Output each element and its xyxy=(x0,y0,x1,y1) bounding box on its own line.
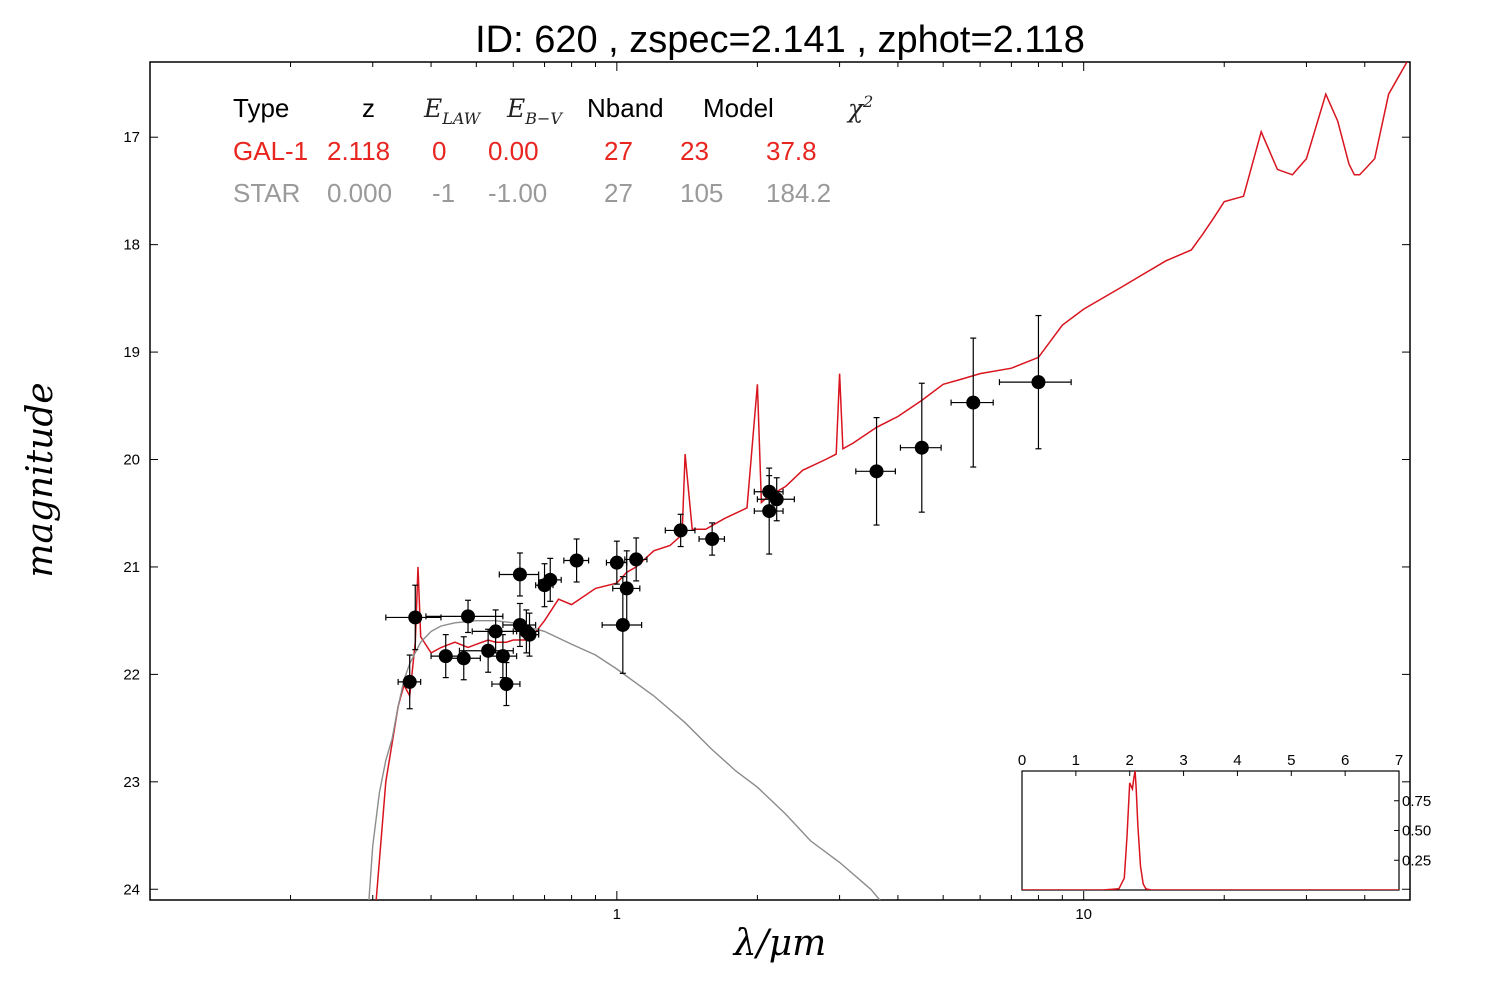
photometry-point xyxy=(487,634,518,679)
photometry-point xyxy=(899,382,942,513)
legend-cell: 0 xyxy=(432,136,446,166)
legend-header-elaw: ELAW xyxy=(423,94,482,128)
photometry-point xyxy=(425,599,504,634)
legend-header-z: z xyxy=(362,93,375,123)
legend-header-nband: Nband xyxy=(587,93,664,123)
photometry-point xyxy=(491,661,521,707)
photometry-point xyxy=(519,612,540,657)
inset-x-tick-label: 5 xyxy=(1287,752,1295,769)
legend-cell: -1 xyxy=(432,178,455,208)
legend-cell: 27 xyxy=(604,136,633,166)
photometry-point xyxy=(698,522,726,556)
legend-header-ebv: EB−V xyxy=(506,94,563,128)
inset-x-tick-label: 3 xyxy=(1179,752,1187,769)
chart-title: ID: 620 , zspec=2.141 , zphot=2.118 xyxy=(475,19,1085,61)
inset-x-tick-label: 7 xyxy=(1395,752,1403,769)
y-tick-label: 24 xyxy=(123,881,140,898)
star-model-line xyxy=(368,620,881,900)
inset-frame xyxy=(1021,770,1400,891)
data-points xyxy=(385,314,1072,710)
legend-header-type: Type xyxy=(233,93,289,123)
fit-legend: Type z ELAW EB−V Nband Model χ2 GAL-1 2.1… xyxy=(233,92,873,208)
legend-cell: 27 xyxy=(604,178,633,208)
y-tick-label: 20 xyxy=(123,452,140,469)
photometry-point xyxy=(950,337,994,468)
legend-header-model: Model xyxy=(703,93,774,123)
legend-cell: STAR xyxy=(233,178,300,208)
legend-header-chi2: χ2 xyxy=(846,92,873,123)
photometry-point xyxy=(563,538,590,583)
inset-x-tick-label: 2 xyxy=(1126,752,1134,769)
legend-cell: 23 xyxy=(680,136,709,166)
legend-cell: 37.8 xyxy=(766,136,817,166)
photometry-point xyxy=(471,609,518,654)
photometry-point xyxy=(538,557,562,602)
y-tick-label: 18 xyxy=(123,237,140,254)
pdz-inset: 0 1 2 3 4 5 6 7 0.25 0.50 0.75 xyxy=(1018,752,1431,891)
inset-x-tick-label: 0 xyxy=(1018,752,1026,769)
photometry-point xyxy=(498,552,540,597)
x-tick-label: 10 xyxy=(1075,906,1092,923)
x-axis-label: λ/μm xyxy=(732,923,826,964)
photometry-point xyxy=(753,467,784,555)
y-tick-label: 21 xyxy=(123,559,140,576)
legend-cell: 184.2 xyxy=(766,178,831,208)
legend-cell: 0.000 xyxy=(327,178,392,208)
y-tick-label: 23 xyxy=(123,774,140,791)
legend-cell: 0.00 xyxy=(488,136,539,166)
galaxy-model-line xyxy=(375,62,1408,900)
photometry-point xyxy=(624,537,648,582)
inset-x-tick-label: 1 xyxy=(1072,752,1080,769)
photometry-point xyxy=(601,576,643,674)
plot-frame xyxy=(149,61,1411,901)
inset-x-tick-label: 6 xyxy=(1341,752,1349,769)
legend-cell: -1.00 xyxy=(488,178,547,208)
photometry-point xyxy=(756,477,795,522)
inset-y-tick-label: 0.50 xyxy=(1402,823,1431,840)
photometry-point xyxy=(664,513,696,548)
legend-cell: 2.118 xyxy=(327,136,390,166)
inset-x-tick-label: 4 xyxy=(1233,752,1241,769)
pdz-line xyxy=(1022,771,1399,890)
inset-y-tick-label: 0.75 xyxy=(1402,793,1431,810)
x-tick-label: 1 xyxy=(613,906,621,923)
y-tick-label: 17 xyxy=(123,129,140,146)
y-axis-label: magnitude xyxy=(20,382,61,577)
photometry-point xyxy=(998,314,1072,450)
photometry-point xyxy=(855,417,896,526)
photometry-point xyxy=(385,584,442,651)
photometry-point xyxy=(612,550,641,627)
x-axis-ticks: 1 10 xyxy=(149,62,1411,923)
legend-cell: GAL-1 xyxy=(233,136,308,166)
y-tick-label: 19 xyxy=(123,344,140,361)
photometry-point xyxy=(605,540,628,585)
photometry-point xyxy=(445,636,481,681)
photometry-point xyxy=(397,654,422,710)
y-tick-label: 22 xyxy=(123,666,140,683)
legend-cell: 105 xyxy=(680,178,723,208)
inset-y-tick-label: 0.25 xyxy=(1402,852,1431,869)
